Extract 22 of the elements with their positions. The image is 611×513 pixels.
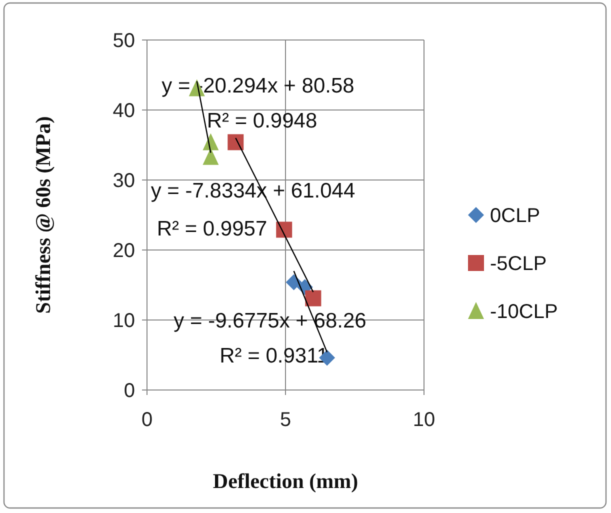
x-tick-label: 5 [280, 409, 292, 431]
annotation: R² = 0.9957 [156, 217, 268, 240]
y-tick-label: 0 [124, 380, 135, 402]
y-tick-label: 20 [112, 240, 135, 262]
y-axis-title: Stiffness @ 60s (MPa) [31, 116, 55, 314]
annotation: R² = 0.9948 [206, 109, 318, 132]
y-tick-label: 40 [112, 100, 135, 122]
legend-label: 0CLP [490, 205, 540, 227]
x-tick-label: 10 [412, 409, 436, 431]
legend-label: -10CLP [490, 301, 558, 323]
y-tick-label: 30 [112, 170, 135, 192]
point [305, 290, 322, 306]
y-tick-label: 10 [112, 310, 135, 332]
legend-label: -5CLP [490, 253, 547, 275]
x-axis-title: Deflection (mm) [212, 469, 358, 493]
x-tick-label: 0 [141, 409, 153, 431]
annotation: y = -9.6775x + 68.26 [174, 309, 366, 332]
y-tick-label: 50 [112, 30, 135, 52]
point [228, 134, 244, 150]
point [276, 222, 292, 238]
annotation: y = -20.294x + 80.58 [162, 74, 354, 98]
point [286, 274, 302, 290]
